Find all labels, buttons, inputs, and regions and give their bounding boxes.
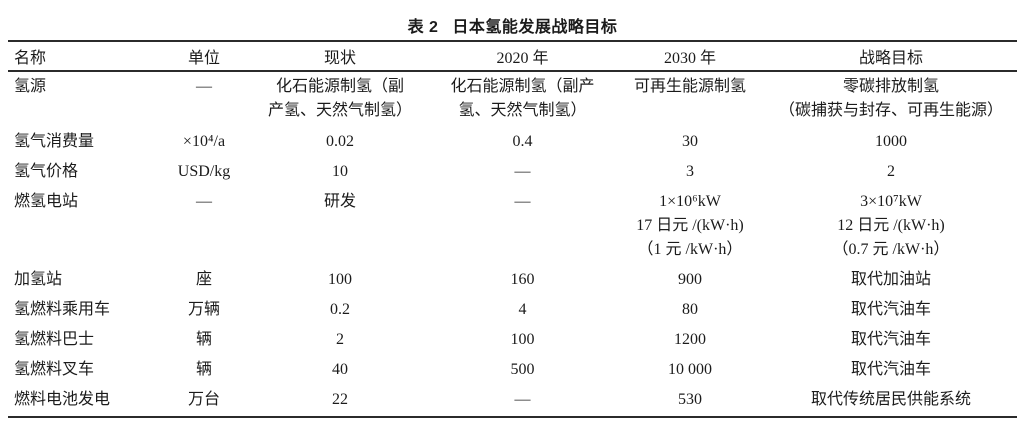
column-header-target: 战略目标 bbox=[858, 50, 923, 67]
cell-2020: — bbox=[514, 163, 531, 180]
cell-status: 22 bbox=[332, 391, 348, 408]
table-caption-label: 表 2 bbox=[407, 19, 439, 36]
cell-name: 氢气消费量 bbox=[14, 133, 95, 150]
cell-unit: USD/kg bbox=[177, 163, 231, 180]
cell-name: 氢燃料叉车 bbox=[14, 361, 95, 378]
cell-2030: 1×10⁶kW 17 日元 /(kW·h) （1 元 /kW·h） bbox=[636, 193, 744, 258]
cell-unit: — bbox=[196, 193, 212, 210]
cell-status: 10 bbox=[332, 163, 348, 180]
cell-2020: 100 bbox=[510, 331, 535, 348]
cell-2030: 3 bbox=[686, 163, 694, 180]
cell-target: 取代汽油车 bbox=[850, 331, 931, 348]
table-row: 氢燃料乘用车 万辆 0.2 4 80 取代汽油车 bbox=[8, 295, 1017, 325]
cell-target: 零碳排放制氢 （碳捕获与封存、可再生能源） bbox=[778, 78, 1003, 119]
cell-2020: 化石能源制氢（副产 氢、天然气制氢） bbox=[450, 78, 595, 119]
cell-2030: 530 bbox=[678, 391, 702, 408]
cell-status: 化石能源制氢（副 产氢、天然气制氢） bbox=[267, 78, 412, 119]
cell-unit: 辆 bbox=[195, 361, 212, 378]
cell-target: 取代汽油车 bbox=[850, 361, 931, 378]
cell-name: 加氢站 bbox=[14, 271, 63, 288]
cell-2030: 900 bbox=[678, 271, 702, 288]
cell-status: 0.2 bbox=[330, 301, 350, 318]
cell-2020: 500 bbox=[510, 361, 535, 378]
cell-2030: 30 bbox=[682, 133, 698, 150]
cell-status: 0.02 bbox=[326, 133, 354, 150]
cell-2030: 可再生能源制氢 bbox=[633, 78, 746, 95]
hydrogen-strategy-table: 名称 单位 现状 2020 年 2030 年 战略目标 氢源 — 化石能源制氢（… bbox=[8, 40, 1017, 418]
cell-name: 氢燃料乘用车 bbox=[14, 301, 111, 318]
cell-target: 取代传统居民供能系统 bbox=[810, 391, 971, 408]
table-row: 氢源 — 化石能源制氢（副 产氢、天然气制氢） 化石能源制氢（副产 氢、天然气制… bbox=[8, 71, 1017, 127]
cell-unit: 辆 bbox=[195, 331, 212, 348]
table-row: 燃氢电站 — 研发 — 1×10⁶kW 17 日元 /(kW·h) （1 元 /… bbox=[8, 187, 1017, 265]
table-row: 加氢站 座 100 160 900 取代加油站 bbox=[8, 265, 1017, 295]
table-caption: 表 2 日本氢能发展战略目标 bbox=[0, 0, 1025, 40]
table-row: 燃料电池发电 万台 22 — 530 取代传统居民供能系统 bbox=[8, 385, 1017, 417]
cell-2020: — bbox=[514, 193, 531, 210]
header-row: 名称 单位 现状 2020 年 2030 年 战略目标 bbox=[8, 41, 1017, 71]
column-header-unit: 单位 bbox=[187, 50, 220, 67]
table-row: 氢气消费量 ×10⁴/a 0.02 0.4 30 1000 bbox=[8, 127, 1017, 157]
cell-name: 氢燃料巴士 bbox=[14, 331, 95, 348]
column-header-2020: 2020 年 bbox=[496, 50, 549, 67]
cell-2030: 80 bbox=[682, 301, 698, 318]
cell-2030: 1200 bbox=[674, 331, 706, 348]
column-header-status: 现状 bbox=[323, 50, 356, 67]
cell-target: 3×10⁷kW 12 日元 /(kW·h) （0.7 元 /kW·h） bbox=[832, 193, 950, 258]
cell-2020: — bbox=[514, 391, 531, 408]
cell-unit: ×10⁴/a bbox=[182, 133, 226, 150]
table-caption-title: 日本氢能发展战略目标 bbox=[452, 19, 618, 36]
cell-name: 氢源 bbox=[14, 78, 47, 95]
cell-2020: 0.4 bbox=[512, 133, 533, 150]
table-row: 氢气价格 USD/kg 10 — 3 2 bbox=[8, 157, 1017, 187]
table-row: 氢燃料巴士 辆 2 100 1200 取代汽油车 bbox=[8, 325, 1017, 355]
column-header-2030: 2030 年 bbox=[663, 50, 716, 67]
cell-2030: 10 000 bbox=[668, 361, 712, 378]
cell-unit: 座 bbox=[195, 271, 212, 288]
cell-unit: 万台 bbox=[187, 391, 220, 408]
cell-status: 40 bbox=[332, 361, 348, 378]
table-row: 氢燃料叉车 辆 40 500 10 000 取代汽油车 bbox=[8, 355, 1017, 385]
cell-name: 氢气价格 bbox=[14, 163, 79, 180]
cell-target: 2 bbox=[887, 163, 895, 180]
cell-name: 燃氢电站 bbox=[14, 193, 79, 210]
cell-status: 100 bbox=[328, 271, 352, 288]
cell-target: 取代汽油车 bbox=[850, 301, 931, 318]
cell-status: 2 bbox=[336, 331, 344, 348]
cell-2020: 4 bbox=[518, 301, 527, 318]
cell-name: 燃料电池发电 bbox=[14, 391, 111, 408]
cell-2020: 160 bbox=[510, 271, 535, 288]
cell-target: 1000 bbox=[875, 133, 907, 150]
cell-target: 取代加油站 bbox=[850, 271, 931, 288]
cell-unit: — bbox=[196, 78, 212, 95]
cell-unit: 万辆 bbox=[187, 301, 220, 318]
column-header-name: 名称 bbox=[14, 50, 47, 67]
cell-status: 研发 bbox=[323, 193, 356, 210]
